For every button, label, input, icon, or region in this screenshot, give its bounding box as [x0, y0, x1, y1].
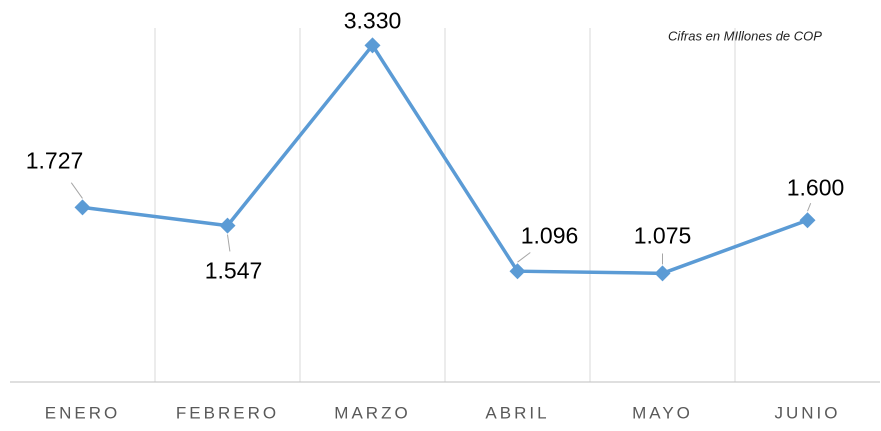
data-label: 1.600 — [787, 174, 845, 200]
annotation: Cifras en MIllones de COP — [668, 28, 822, 43]
leader-line — [70, 182, 83, 199]
x-tick-label: MAYO — [632, 403, 693, 422]
data-label: 1.547 — [205, 258, 263, 284]
leader-line — [227, 234, 231, 252]
marker — [799, 212, 816, 229]
marker — [654, 265, 671, 282]
leader-line — [807, 203, 812, 212]
x-tick-label: MARZO — [334, 403, 410, 422]
data-label: 1.075 — [634, 222, 692, 248]
marker — [364, 37, 381, 54]
x-tick-label: FEBRERO — [176, 403, 279, 422]
marker — [509, 263, 526, 280]
x-tick-label: JUNIO — [775, 403, 841, 422]
leader-line — [517, 252, 531, 263]
line — [82, 42, 809, 276]
data-label: 1.096 — [521, 222, 579, 248]
data-label: 1.727 — [26, 147, 84, 173]
marker — [219, 217, 236, 234]
x-tick-label: ABRIL — [485, 403, 549, 422]
data-label: 3.330 — [344, 7, 402, 33]
marker — [74, 199, 91, 216]
x-tick-label: ENERO — [45, 403, 120, 422]
